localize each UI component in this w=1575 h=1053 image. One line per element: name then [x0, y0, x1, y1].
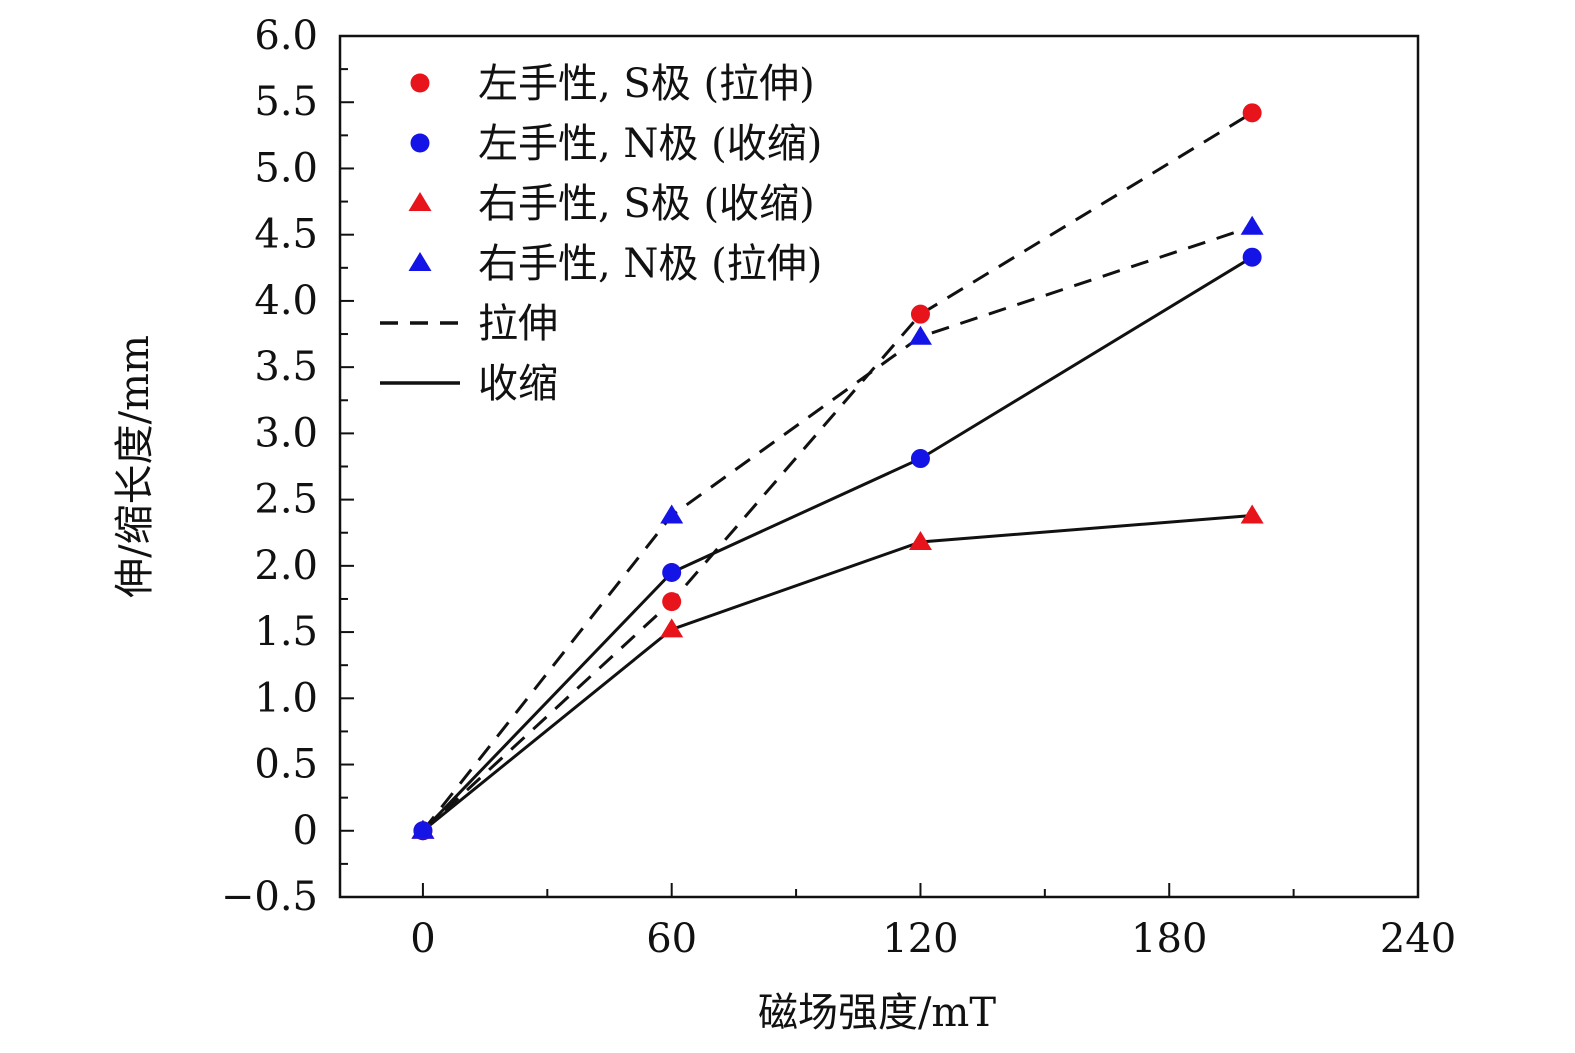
- data-point-s3-3: [908, 531, 932, 551]
- data-point-s2-4: [1242, 247, 1262, 267]
- series-line-1: [421, 111, 1253, 832]
- data-point-s4-1: [411, 819, 435, 839]
- x-tick-label: 120: [882, 916, 958, 962]
- x-tick-label: 180: [1131, 916, 1207, 962]
- data-point-s3-2: [660, 618, 684, 638]
- legend-marker-3: [408, 192, 432, 211]
- y-tick-label: 3.5: [254, 344, 318, 390]
- y-tick-label: 2.0: [254, 543, 318, 589]
- y-tick-label: −0.5: [221, 874, 318, 920]
- series-lines: [421, 111, 1253, 832]
- y-tick-label: 4.5: [254, 212, 318, 258]
- y-tick-label: 0.5: [254, 742, 318, 788]
- data-point-s1-3: [910, 304, 930, 324]
- data-point-s4-2: [660, 504, 684, 524]
- y-tick-label: 0: [293, 808, 318, 854]
- data-point-s2-2: [662, 562, 682, 582]
- legend-label-4: 右手性, N极 (拉伸): [478, 241, 822, 287]
- y-tick-label: 1.5: [254, 609, 318, 655]
- axis-ticks: [340, 35, 1419, 898]
- legend-line-label-1: 拉伸: [478, 301, 558, 347]
- y-tick-label: 6.0: [254, 13, 318, 59]
- legend-label-3: 右手性, S极 (收缩): [478, 181, 815, 227]
- axis-tick-labels: −0.5 0 0.5 1.0 1.5 2.0 2.5 3.0 3.5 4.0 4.5 5.0 5.5 6.…: [221, 13, 1456, 962]
- y-tick-label: 2.5: [254, 477, 318, 523]
- data-point-s4-3: [908, 325, 932, 345]
- y-tick-label: 1.0: [254, 675, 318, 721]
- legend-line-label-2: 收缩: [478, 361, 558, 407]
- x-tick-label: 0: [410, 916, 435, 962]
- legend-marker-2: [410, 133, 430, 153]
- data-point-s1-4: [1242, 103, 1262, 123]
- x-tick-label: 60: [646, 916, 697, 962]
- series-markers: [411, 103, 1264, 841]
- legend-marker-4: [408, 252, 432, 271]
- y-axis-title: 伸/缩长度/mm: [112, 335, 158, 598]
- data-point-s4-4: [1240, 215, 1264, 235]
- y-tick-label: 5.0: [254, 145, 318, 191]
- legend-marker-1: [410, 73, 430, 93]
- data-point-s3-4: [1240, 504, 1264, 524]
- y-tick-label: 3.0: [254, 410, 318, 456]
- legend-label-1: 左手性, S极 (拉伸): [478, 61, 815, 107]
- legend: 左手性, S极 (拉伸) 左手性, N极 (收缩) 右手性, S极 (收缩) 右手性,…: [380, 61, 822, 407]
- data-point-s1-2: [662, 592, 682, 612]
- x-tick-label: 240: [1380, 916, 1456, 962]
- y-tick-label: 5.5: [254, 79, 318, 125]
- data-point-s2-3: [910, 449, 930, 469]
- y-tick-label: 4.0: [254, 278, 318, 324]
- series-line-4: [421, 225, 1253, 832]
- x-axis-title: 磁场强度/mT: [758, 990, 996, 1036]
- series-line-2: [421, 255, 1253, 832]
- series-line-3: [421, 514, 1253, 832]
- legend-label-2: 左手性, N极 (收缩): [478, 121, 822, 167]
